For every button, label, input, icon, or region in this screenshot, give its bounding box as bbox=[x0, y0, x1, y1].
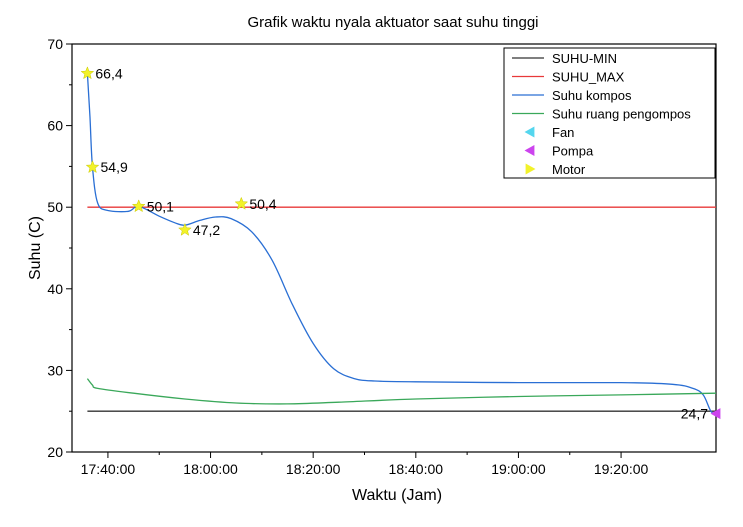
x-axis-label: Waktu (Jam) bbox=[352, 487, 442, 504]
legend-label-fan: Fan bbox=[552, 125, 574, 140]
x-tick-label: 19:20:00 bbox=[594, 461, 649, 477]
x-tick-label: 19:00:00 bbox=[491, 461, 546, 477]
x-axis: 17:40:00 18:00:00 18:20:00 18:40:00 19:00:00… bbox=[81, 452, 649, 477]
y-tick-label: 30 bbox=[47, 362, 63, 378]
data-label: 54,9 bbox=[101, 159, 128, 175]
y-tick-label: 40 bbox=[47, 281, 63, 297]
legend-label-suhu-min: SUHU-MIN bbox=[552, 51, 617, 66]
x-tick-label: 18:00:00 bbox=[183, 461, 238, 477]
y-tick-label: 60 bbox=[47, 118, 63, 134]
y-axis: 20 30 40 50 60 70 bbox=[47, 36, 72, 460]
legend-label-suhu-max: SUHU_MAX bbox=[552, 70, 625, 85]
data-label: 50,4 bbox=[249, 196, 276, 212]
y-tick-label: 50 bbox=[47, 199, 63, 215]
motor-marker bbox=[85, 160, 100, 174]
plot-area bbox=[80, 66, 721, 420]
legend-label-suhu-ruang-pengompos: Suhu ruang pengompos bbox=[552, 107, 691, 122]
x-tick-label: 17:40:00 bbox=[81, 461, 136, 477]
data-label: 66,4 bbox=[95, 65, 122, 81]
data-label: 47,2 bbox=[193, 222, 220, 238]
series-line-suhu-kompos bbox=[86, 73, 717, 415]
series-line-suhu-ruang-pengompos bbox=[86, 378, 717, 405]
y-tick-label: 70 bbox=[47, 36, 63, 52]
y-axis-label: Suhu (C) bbox=[27, 216, 44, 280]
motor-marker bbox=[178, 222, 192, 236]
legend-swatch-motor bbox=[525, 163, 536, 175]
data-label: 24,7 bbox=[681, 406, 708, 422]
y-tick-label: 20 bbox=[47, 444, 63, 460]
legend-swatch-pompa bbox=[524, 145, 535, 156]
motor-marker bbox=[234, 196, 249, 210]
motor-marker bbox=[131, 199, 146, 213]
pompa-marker bbox=[710, 408, 721, 420]
chart-title: Grafik waktu nyala aktuator saat suhu ti… bbox=[248, 14, 539, 31]
legend-label-pompa: Pompa bbox=[552, 144, 594, 159]
legend-swatch-fan bbox=[524, 126, 535, 138]
data-labels: 66,4 54,9 50,1 47,2 50,4 24,7 bbox=[95, 65, 708, 421]
data-label: 50,1 bbox=[147, 198, 174, 214]
motor-marker bbox=[80, 66, 95, 80]
x-tick-label: 18:40:00 bbox=[389, 461, 444, 477]
x-tick-label: 18:20:00 bbox=[286, 461, 341, 477]
legend-label-suhu-kompos: Suhu kompos bbox=[552, 88, 632, 103]
legend-label-motor: Motor bbox=[552, 162, 586, 177]
legend: SUHU-MIN SUHU_MAX Suhu kompos Suhu ruang pe… bbox=[503, 47, 716, 179]
